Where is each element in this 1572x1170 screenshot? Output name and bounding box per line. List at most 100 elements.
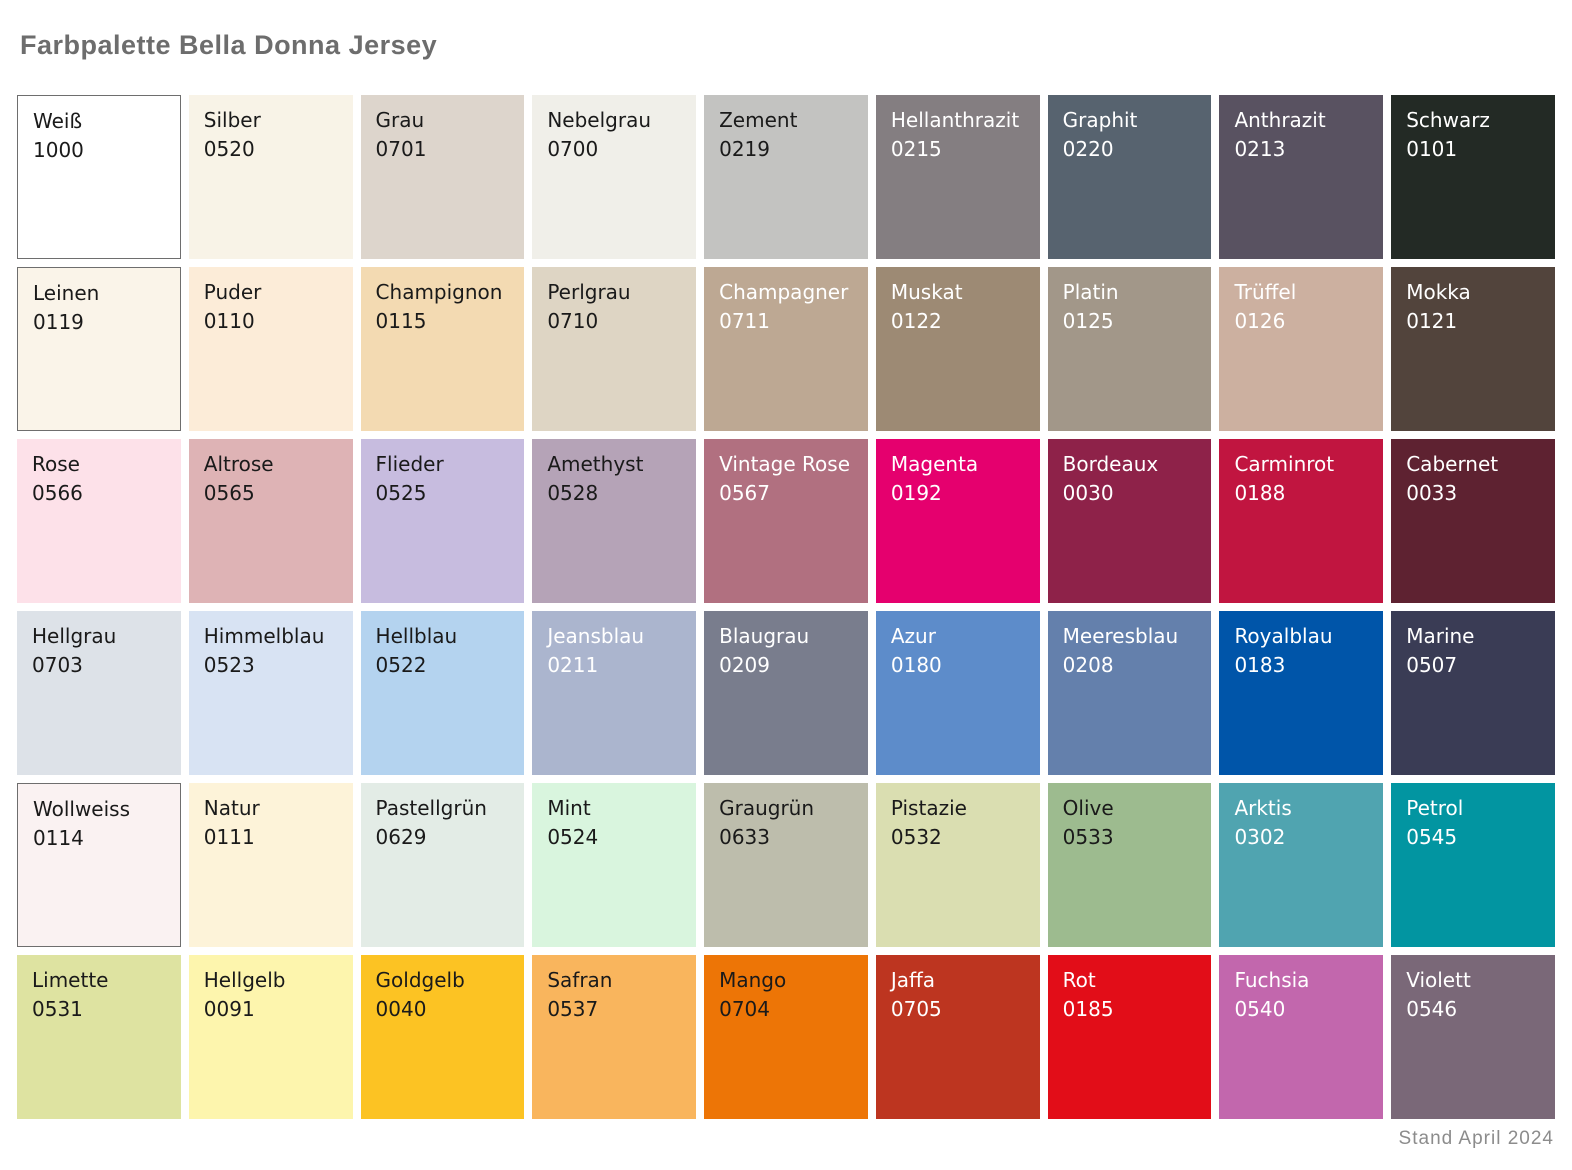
swatch-code: 0633 [719, 825, 771, 849]
swatch-code: 0220 [1062, 137, 1114, 161]
color-swatch: Pastellgrün 0629 [360, 783, 525, 947]
swatch-name: Arktis [1234, 796, 1292, 820]
swatch-code: 0111 [203, 825, 255, 849]
color-swatch: Violett 0546 [1391, 955, 1555, 1119]
color-swatch: Graugrün 0633 [704, 783, 868, 947]
swatch-code: 0567 [719, 481, 771, 505]
color-swatch: Hellblau 0522 [360, 611, 525, 775]
swatch-code: 0565 [203, 481, 255, 505]
color-swatch: Perlgrau 0710 [532, 267, 697, 431]
swatch-code: 0115 [375, 309, 427, 333]
swatch-name: Graugrün [719, 796, 815, 820]
swatch-name: Trüffel [1234, 280, 1297, 304]
swatch-name: Champagner [719, 280, 849, 304]
swatch-code: 0523 [203, 653, 255, 677]
color-swatch: Himmelblau 0523 [188, 611, 353, 775]
swatch-name: Flieder [375, 452, 444, 476]
swatch-code: 0121 [1406, 309, 1458, 333]
swatch-code: 0704 [719, 997, 771, 1021]
color-swatch: Nebelgrau 0700 [532, 95, 697, 259]
swatch-code: 0537 [547, 997, 599, 1021]
swatch-name: Royalblau [1234, 624, 1333, 648]
color-swatch: Carminrot 0188 [1219, 439, 1384, 603]
color-swatch: Flieder 0525 [360, 439, 525, 603]
swatch-code: 0101 [1406, 137, 1458, 161]
swatch-name: Mokka [1406, 280, 1471, 304]
swatch-code: 0710 [547, 309, 599, 333]
swatch-name: Puder [203, 280, 262, 304]
swatch-name: Limette [32, 968, 109, 992]
swatch-name: Champignon [375, 280, 503, 304]
color-swatch: Zement 0219 [704, 95, 868, 259]
swatch-code: 0213 [1234, 137, 1286, 161]
color-swatch: Mango 0704 [704, 955, 868, 1119]
swatch-name: Violett [1406, 968, 1471, 992]
swatch-code: 0525 [375, 481, 427, 505]
color-swatch: Weiß 1000 [17, 95, 181, 259]
swatch-code: 0507 [1406, 653, 1458, 677]
swatch-code: 0192 [890, 481, 942, 505]
swatch-code: 0566 [32, 481, 83, 505]
color-swatch: Platin 0125 [1047, 267, 1212, 431]
swatch-code: 0533 [1062, 825, 1114, 849]
color-swatch: Azur 0180 [875, 611, 1040, 775]
color-swatch: Mint 0524 [532, 783, 697, 947]
swatch-code: 0545 [1406, 825, 1458, 849]
color-swatch: Muskat 0122 [875, 267, 1040, 431]
swatch-name: Grau [375, 108, 425, 132]
swatch-name: Platin [1062, 280, 1119, 304]
color-swatch: Rot 0185 [1047, 955, 1212, 1119]
footer-date: Stand April 2024 [1398, 1128, 1554, 1149]
color-swatch: Champagner 0711 [704, 267, 868, 431]
color-swatch: Magenta 0192 [875, 439, 1040, 603]
swatch-code: 0114 [33, 826, 84, 850]
swatch-name: Rot [1062, 968, 1096, 992]
swatch-code: 0091 [203, 997, 255, 1021]
swatch-name: Himmelblau [203, 624, 325, 648]
swatch-name: Petrol [1406, 796, 1464, 820]
color-swatch: Bordeaux 0030 [1047, 439, 1212, 603]
color-swatch: Pistazie 0532 [875, 783, 1040, 947]
swatch-code: 0531 [32, 997, 83, 1021]
swatch-name: Amethyst [547, 452, 644, 476]
color-swatch: Schwarz 0101 [1391, 95, 1555, 259]
color-swatch: Arktis 0302 [1219, 783, 1384, 947]
swatch-code: 0209 [719, 653, 771, 677]
swatch-name: Carminrot [1234, 452, 1335, 476]
swatch-name: Muskat [890, 280, 963, 304]
swatch-name: Pastellgrün [375, 796, 487, 820]
swatch-name: Nebelgrau [547, 108, 651, 132]
swatch-code: 0711 [719, 309, 771, 333]
color-swatch: Hellanthrazit 0215 [875, 95, 1040, 259]
swatch-name: Schwarz [1406, 108, 1490, 132]
swatch-name: Mint [547, 796, 591, 820]
color-swatch: Trüffel 0126 [1219, 267, 1384, 431]
swatch-code: 0030 [1062, 481, 1114, 505]
swatch-code: 0700 [547, 137, 599, 161]
swatch-code: 0520 [203, 137, 255, 161]
swatch-name: Fuchsia [1234, 968, 1310, 992]
swatch-name: Bordeaux [1062, 452, 1159, 476]
swatch-name: Leinen [33, 281, 100, 305]
swatch-code: 0703 [32, 653, 83, 677]
color-swatch: Wollweiss 0114 [17, 783, 181, 947]
swatch-code: 0122 [890, 309, 942, 333]
color-swatch: Vintage Rose 0567 [704, 439, 868, 603]
color-swatch: Hellgrau 0703 [17, 611, 181, 775]
color-swatch: Graphit 0220 [1047, 95, 1212, 259]
color-swatch: Champignon 0115 [360, 267, 525, 431]
swatch-code: 0528 [547, 481, 599, 505]
swatch-code: 0183 [1234, 653, 1286, 677]
color-swatch: Rose 0566 [17, 439, 181, 603]
swatch-code: 0302 [1234, 825, 1286, 849]
color-swatch: Grau 0701 [360, 95, 525, 259]
swatch-name: Altrose [203, 452, 274, 476]
swatch-name: Zement [719, 108, 798, 132]
swatch-name: Azur [890, 624, 936, 648]
swatch-code: 0211 [547, 653, 599, 677]
swatch-name: Cabernet [1406, 452, 1499, 476]
swatch-name: Pistazie [890, 796, 967, 820]
swatch-name: Wollweiss [33, 797, 131, 821]
color-swatch: Fuchsia 0540 [1219, 955, 1384, 1119]
swatch-code: 0110 [203, 309, 255, 333]
